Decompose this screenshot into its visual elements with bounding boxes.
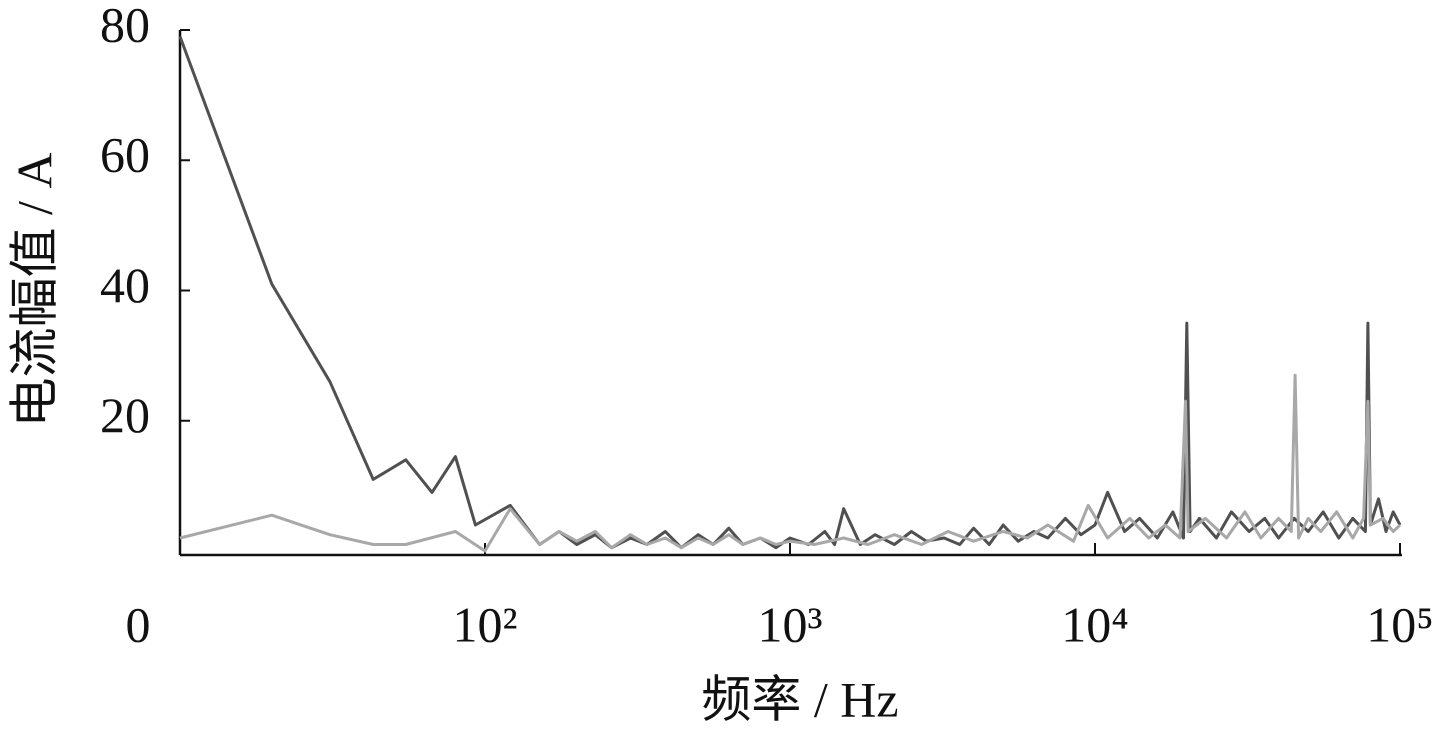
x-tick-label: 10³ bbox=[758, 596, 823, 652]
x-tick-label: 0 bbox=[126, 596, 151, 652]
series-line bbox=[178, 35, 1402, 550]
series-line bbox=[179, 373, 1402, 553]
y-tick-label: 80 bbox=[100, 0, 150, 52]
y-axis-title: 电流幅值 / A bbox=[6, 153, 62, 428]
x-tick-label: 10² bbox=[453, 596, 518, 652]
y-tick-label: 20 bbox=[100, 387, 150, 443]
x-tick-label: 10⁵ bbox=[1366, 596, 1433, 652]
y-tick-label: 60 bbox=[100, 127, 150, 183]
x-tick-label: 10⁴ bbox=[1061, 596, 1128, 652]
y-tick-label: 40 bbox=[100, 257, 150, 313]
x-axis-title: 频率 / Hz bbox=[701, 671, 898, 727]
